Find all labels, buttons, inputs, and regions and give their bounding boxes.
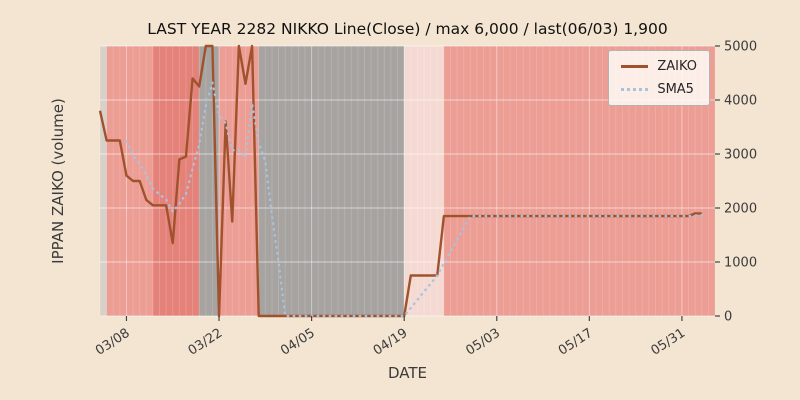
legend-item-sma5: SMA5 [621,82,697,97]
svg-text:05/31: 05/31 [649,326,689,359]
svg-text:05/03: 05/03 [463,326,503,359]
zaiko-line-swatch [621,65,649,68]
sma5-line-swatch [621,88,649,91]
legend-label-zaiko: ZAIKO [657,59,697,74]
x-axis-label: DATE [387,364,428,382]
sma5-line [125,82,703,318]
svg-text:1000: 1000 [724,256,757,271]
svg-text:3000: 3000 [724,148,757,163]
svg-text:03/22: 03/22 [186,326,226,359]
svg-text:05/17: 05/17 [556,326,596,359]
svg-text:4000: 4000 [724,94,757,109]
svg-text:5000: 5000 [724,40,757,55]
svg-text:0: 0 [724,310,732,325]
svg-text:04/19: 04/19 [371,326,411,359]
legend-item-zaiko: ZAIKO [621,59,697,74]
svg-text:2000: 2000 [724,202,757,217]
legend-label-sma5: SMA5 [657,82,694,97]
svg-text:04/05: 04/05 [278,326,318,359]
svg-text:03/08: 03/08 [93,326,133,359]
legend: ZAIKO SMA5 [608,50,710,106]
series-lines [98,44,703,318]
chart-title: LAST YEAR 2282 NIKKO Line(Close) / max 6… [147,20,668,38]
y-axis-label: IPPAN ZAIKO (volume) [49,98,67,264]
